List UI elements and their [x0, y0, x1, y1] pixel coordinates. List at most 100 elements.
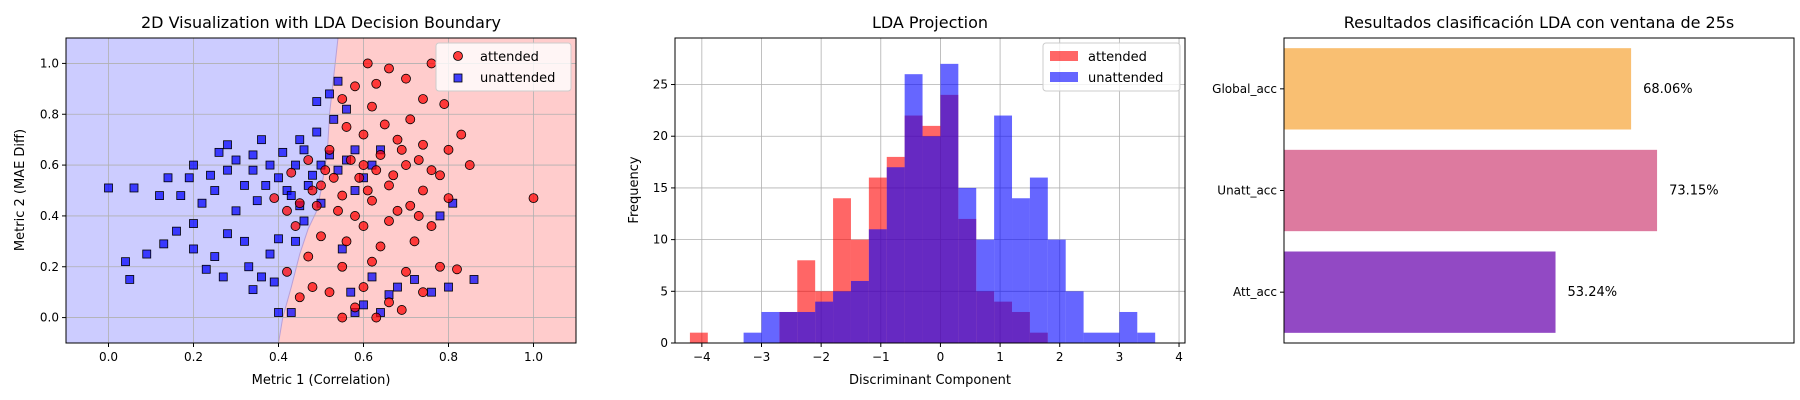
unattended-point: [184, 173, 194, 183]
y-tick-label: 0: [660, 336, 668, 350]
unattended-bin: [922, 136, 941, 343]
y-tick-label: 0.6: [40, 158, 59, 172]
unattended-bin: [1065, 291, 1084, 343]
attended-point: [303, 251, 314, 262]
legend-attended-marker: [453, 51, 463, 61]
x-tick-label: 0.2: [184, 350, 203, 364]
x-tick-label: 2: [1056, 350, 1064, 364]
attended-point: [418, 185, 428, 196]
bar-value-label: 73.15%: [1669, 184, 1719, 199]
unattended-point: [291, 160, 300, 170]
x-tick-label: 4: [1175, 350, 1183, 364]
attended-point: [328, 172, 339, 183]
y-tick-label: 1.0: [40, 56, 59, 70]
unattended-point: [248, 150, 258, 160]
unattended-point: [367, 272, 377, 282]
unattended-bin: [1083, 332, 1102, 343]
x-tick-label: −1: [872, 350, 890, 364]
unattended-point: [435, 211, 445, 221]
histogram-plot-frame: [674, 37, 1186, 344]
unattended-point: [172, 226, 181, 236]
unattended-bin: [761, 311, 780, 343]
x-tick-label: 0.6: [354, 350, 373, 364]
unattended-point: [163, 173, 173, 183]
attended-point: [311, 200, 322, 211]
unattended-point: [444, 282, 453, 292]
attended-point: [379, 119, 390, 130]
unattended-point: [244, 262, 254, 272]
unattended-bin: [815, 301, 834, 343]
attended-point: [358, 160, 369, 170]
unattended-point: [265, 160, 275, 170]
y-tick-label: Att_acc: [1233, 285, 1277, 299]
legend-unattended-marker: [453, 73, 463, 83]
attended-point: [401, 266, 411, 277]
legend-attended-label: attended: [480, 50, 539, 65]
unattended-bin: [958, 187, 977, 343]
legend-attended-label: attended: [1088, 50, 1147, 65]
legend-unattended-label: unattended: [480, 71, 555, 86]
attended-point: [337, 94, 348, 104]
unattended-bin: [833, 291, 851, 343]
attended-point: [362, 58, 373, 69]
unattended-point: [189, 160, 198, 170]
unattended-point: [329, 114, 339, 124]
attended-point: [392, 134, 403, 145]
unattended-point: [214, 147, 224, 157]
unattended-point: [350, 186, 360, 195]
y-tick-label: 5: [660, 284, 668, 298]
attended-point: [413, 211, 424, 221]
attended-point: [337, 312, 348, 323]
attended-point: [362, 185, 373, 196]
unattended-point: [261, 181, 271, 190]
attended-point: [426, 58, 437, 69]
unattended-point: [159, 239, 169, 249]
attended-point: [324, 144, 335, 155]
y-tick-label: 10: [653, 233, 668, 247]
unattended-point: [248, 165, 258, 175]
attended-point: [401, 160, 411, 170]
bar-Att_acc: [1284, 251, 1556, 333]
attended-point: [371, 78, 382, 89]
attended-point: [358, 282, 369, 292]
x-tick-label: 0.8: [439, 350, 458, 364]
attended-point: [456, 129, 467, 140]
unattended-bin: [1029, 177, 1048, 343]
attended-point: [282, 266, 292, 277]
scatter-title: 2D Visualization with LDA Decision Bound…: [141, 13, 501, 32]
decision-boundary: [278, 38, 339, 343]
attended-point: [371, 165, 382, 176]
attended-point: [350, 81, 360, 92]
attended-point: [396, 305, 407, 315]
unattended-point: [308, 170, 317, 180]
attended-point: [350, 211, 360, 221]
unattended-bin: [743, 332, 762, 343]
y-tick-label: 0.0: [40, 311, 59, 325]
attended-point: [290, 221, 301, 231]
unattended-point: [257, 272, 266, 282]
unattended-point: [469, 275, 479, 284]
y-tick-label: 0.2: [40, 260, 59, 274]
unattended-point: [291, 236, 300, 246]
unattended-point: [393, 282, 402, 292]
unattended-bin: [868, 229, 887, 343]
unattended-point: [286, 191, 296, 200]
attended-point: [324, 287, 335, 298]
unattended-bin: [1137, 332, 1156, 343]
attended-point: [528, 193, 539, 204]
unattended-point: [312, 127, 322, 137]
unattended-bin: [1101, 332, 1120, 343]
bar-Global_acc: [1284, 48, 1632, 130]
unattended-point: [325, 89, 334, 99]
y-tick-label: 0.8: [40, 107, 59, 121]
unattended-point: [240, 181, 249, 190]
unattended-point: [299, 145, 309, 155]
attended-point: [435, 170, 445, 181]
y-tick-label: 25: [653, 78, 668, 92]
attended-point: [358, 129, 369, 140]
bar-Unatt_acc: [1284, 149, 1658, 232]
attended-point: [443, 193, 454, 204]
unattended-bin: [886, 167, 905, 343]
unattended-point: [223, 229, 232, 239]
